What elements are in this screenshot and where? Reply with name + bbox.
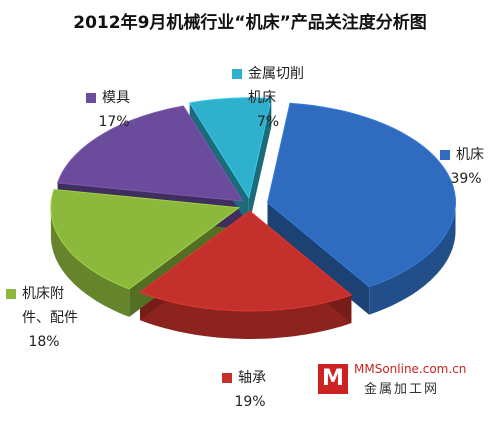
chart-title: 2012年9月机械行业“机床”产品关注度分析图 [73,13,427,33]
legend-swatch [222,373,232,383]
legend-swatch [440,150,450,160]
legend-swatch [86,93,96,103]
value-label: 39% [450,171,482,187]
value-label: 17% [98,114,130,130]
value-label: 18% [28,334,60,350]
slice-label: 轴承 19% [222,366,278,414]
slice [188,97,272,200]
category-label: 模具 [102,90,130,106]
category-label: 机床 [456,147,484,163]
slice [50,188,241,290]
category-label: 机床附件、配件 [22,286,78,326]
category-label: 金属切削机床 [248,66,304,106]
slice-side [140,292,352,339]
slice [139,210,353,312]
slice-label: 机床附件、配件 18% [6,282,82,354]
slice-wall [267,202,370,315]
slice-label: 机床 39% [440,143,492,191]
legend-swatch [232,69,242,79]
legend-swatch [6,289,16,299]
watermark-logo: M [318,364,348,394]
value-label: 7% [256,114,280,130]
slice-wall [248,98,272,226]
slice [266,102,457,288]
category-label: 轴承 [238,370,266,386]
watermark-name: 金属加工网 [364,382,440,397]
slice [56,105,244,202]
watermark-site: MMSonline.com.cn [354,362,467,376]
value-label: 19% [234,394,266,410]
slice-side [369,202,456,315]
slice-label: 模具 17% [86,86,142,134]
slice-label: 金属切削机床 7% [232,62,304,134]
slice-side [50,207,130,317]
